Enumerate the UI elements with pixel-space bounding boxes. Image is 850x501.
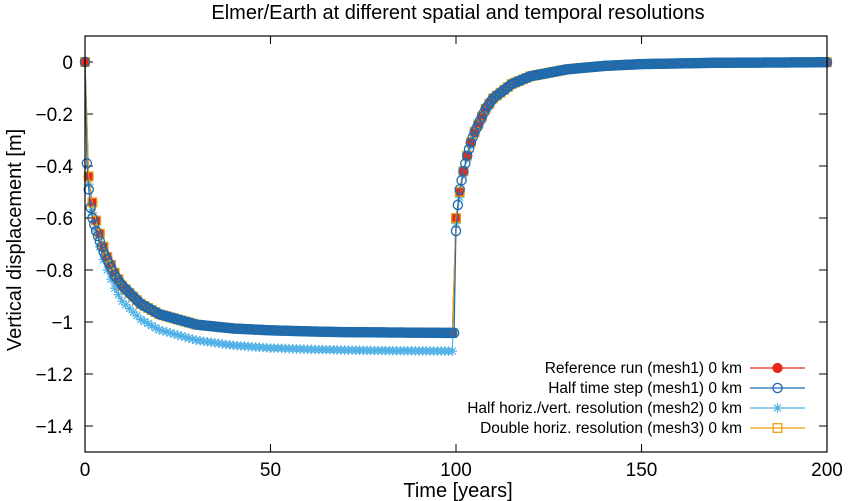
data-point xyxy=(451,213,461,223)
data-point xyxy=(480,103,491,115)
series-line xyxy=(84,61,828,334)
y-tick-label: −1 xyxy=(51,313,73,334)
data-point xyxy=(460,158,471,169)
x-axis-label: Time [years] xyxy=(403,480,512,501)
data-point xyxy=(90,225,102,237)
legend-marker xyxy=(772,423,783,433)
data-point xyxy=(484,98,495,109)
legend-label: Double horiz. resolution (mesh3) 0 km xyxy=(480,420,742,437)
y-tick-label: −1.2 xyxy=(35,365,73,386)
data-point xyxy=(96,241,107,252)
data-point xyxy=(81,158,93,169)
data-point xyxy=(127,291,139,302)
data-point xyxy=(89,219,100,230)
data-point xyxy=(94,228,105,239)
legend-marker xyxy=(772,382,783,394)
legend-label: Reference run (mesh1) 0 km xyxy=(545,360,742,377)
y-tick-label: −0.8 xyxy=(35,261,73,282)
y-tick-label: −0.6 xyxy=(35,209,73,230)
data-point xyxy=(448,327,460,339)
legend: Reference run (mesh1) 0 km Half time step… xyxy=(467,360,805,437)
series-1 xyxy=(79,56,833,339)
data-point xyxy=(113,289,124,300)
chart-title: Elmer/Earth at different spatial and tem… xyxy=(211,2,704,24)
series-line xyxy=(84,61,828,352)
legend-label: Half time step (mesh1) 0 km xyxy=(548,380,742,397)
series-2 xyxy=(80,57,832,356)
legend-marker xyxy=(772,362,783,374)
data-point xyxy=(109,269,120,281)
data-point xyxy=(450,225,462,237)
data-point xyxy=(83,184,94,195)
y-tick-label: 0 xyxy=(62,53,73,74)
x-tick-label: 150 xyxy=(626,460,658,481)
axis-ticks: 0 50 100 150 200 0 −0.2 −0.4 −0.6 −0.8 −1 −1.2 −1.4 xyxy=(35,36,843,481)
data-point xyxy=(467,132,478,143)
data-point xyxy=(111,272,122,284)
data-point xyxy=(122,285,133,297)
data-point xyxy=(463,143,475,155)
x-tick-label: 0 xyxy=(80,460,91,481)
legend-marker xyxy=(772,403,783,413)
data-point xyxy=(447,346,458,356)
data-point xyxy=(129,293,141,304)
data-point xyxy=(126,289,137,300)
data-point xyxy=(87,212,98,224)
data-point xyxy=(452,199,464,211)
y-tick-label: −1.4 xyxy=(35,417,73,438)
x-tick-label: 200 xyxy=(811,460,843,481)
data-point xyxy=(116,280,128,291)
data-point xyxy=(94,236,106,247)
data-point xyxy=(87,197,98,208)
data-point xyxy=(482,100,493,112)
plot-frame xyxy=(84,35,828,453)
y-tick-label: −0.4 xyxy=(35,157,73,178)
plot-area xyxy=(79,56,833,356)
data-point xyxy=(113,275,124,286)
data-point xyxy=(118,282,130,293)
data-point xyxy=(465,137,477,148)
legend-label: Half horiz./vert. resolution (mesh2) 0 k… xyxy=(467,400,742,417)
data-point xyxy=(124,287,135,299)
data-point xyxy=(458,165,469,177)
y-axis-label: Vertical displacement [m] xyxy=(4,129,26,351)
x-tick-label: 100 xyxy=(440,460,472,481)
y-tick-label: −0.2 xyxy=(35,105,73,126)
series-layer xyxy=(79,56,833,356)
data-point xyxy=(92,230,104,242)
data-point xyxy=(120,283,132,295)
data-point xyxy=(85,202,96,213)
x-tick-label: 50 xyxy=(260,460,281,481)
data-point xyxy=(461,150,473,161)
